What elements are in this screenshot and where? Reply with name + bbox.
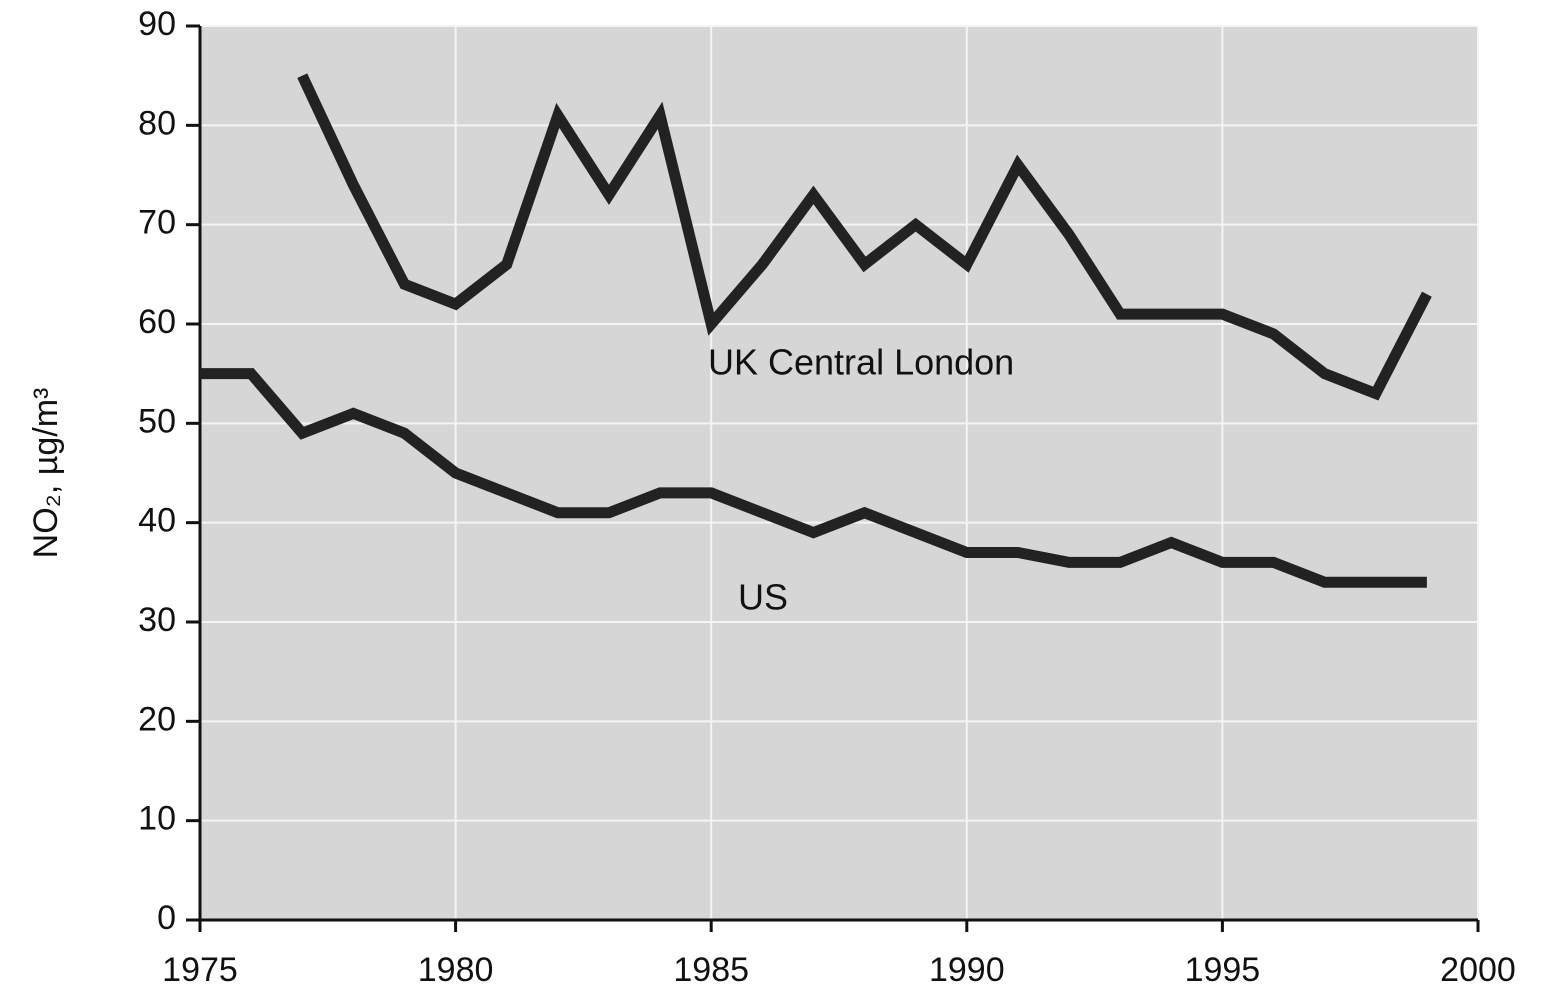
y-tick-label: 70 xyxy=(138,204,176,242)
y-tick-label: 20 xyxy=(138,700,176,738)
series-label: US xyxy=(738,577,788,618)
x-tick-label: 1980 xyxy=(418,951,494,989)
series-label: UK Central London xyxy=(708,342,1014,383)
y-tick-label: 90 xyxy=(138,5,176,43)
y-tick-label: 0 xyxy=(157,899,176,937)
y-tick-label: 10 xyxy=(138,800,176,838)
plot-background xyxy=(200,26,1478,920)
x-tick-label: 1990 xyxy=(929,951,1005,989)
y-tick-label: 30 xyxy=(138,601,176,639)
series-line xyxy=(200,368,1427,588)
x-tick-label: 1985 xyxy=(673,951,749,989)
y-axis-label: NO₂, µg/m³ xyxy=(27,388,65,559)
series-line xyxy=(297,73,1432,401)
x-tick-label: 1995 xyxy=(1185,951,1261,989)
y-tick-label: 60 xyxy=(138,303,176,341)
y-tick-label: 40 xyxy=(138,502,176,540)
y-tick-label: 80 xyxy=(138,104,176,142)
x-tick-label: 2000 xyxy=(1440,951,1516,989)
x-tick-label: 1975 xyxy=(162,951,238,989)
y-tick-label: 50 xyxy=(138,402,176,440)
